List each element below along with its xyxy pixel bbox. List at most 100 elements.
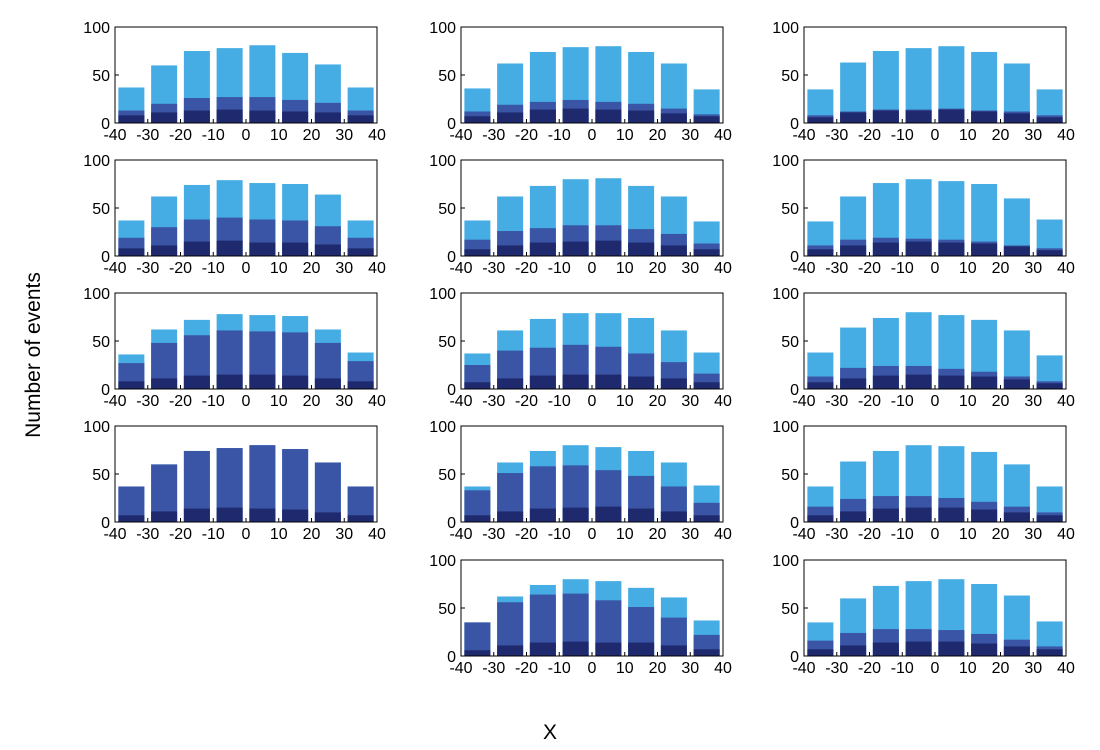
x-tick-label-r4c3-0: -40 — [792, 526, 815, 543]
bar-dark-r1c3-5 — [971, 111, 998, 123]
x-tick-label-r3c1-3: -10 — [202, 393, 225, 410]
x-tick-label-r5c2-8: 40 — [714, 660, 732, 677]
bar-dark-r1c2-3 — [562, 108, 589, 123]
x-tick-label-r3c2-7: 30 — [681, 393, 699, 410]
bar-dark-r1c1-5 — [282, 111, 309, 123]
bar-dark-r2c3-5 — [971, 243, 998, 256]
x-tick-label-r1c2-0: -40 — [449, 127, 472, 144]
bar-dark-r5c3-0 — [807, 649, 834, 656]
x-tick-label-r2c3-4: 0 — [931, 260, 940, 277]
x-tick-label-r1c2-1: -30 — [482, 127, 505, 144]
x-tick-label-r1c3-5: 10 — [959, 127, 977, 144]
bar-dark-r1c3-0 — [807, 117, 834, 123]
x-tick-label-r5c2-0: -40 — [449, 660, 472, 677]
x-tick-label-r3c3-1: -30 — [825, 393, 848, 410]
x-tick-label-r4c3-2: -20 — [858, 526, 881, 543]
bar-dark-r2c2-3 — [562, 241, 589, 256]
bar-dark-r5c2-1 — [497, 645, 524, 656]
bar-dark-r4c2-6 — [660, 511, 687, 522]
x-tick-label-r1c3-3: -10 — [891, 127, 914, 144]
x-tick-label-r3c3-3: -10 — [891, 393, 914, 410]
x-tick-label-r4c1-8: 40 — [368, 526, 386, 543]
bar-dark-r1c1-3 — [216, 109, 243, 123]
y-tick-label-r4c2-1: 50 — [438, 467, 456, 484]
panel-r5c2: -40 -30 -20 -10 0 10 20 30 40 0 50 100 — [429, 553, 732, 677]
panel-r4c3: -40 -30 -20 -10 0 10 20 30 40 0 50 100 — [772, 419, 1075, 543]
bar-dark-r4c2-0 — [464, 515, 491, 522]
bar-dark-r2c3-1 — [840, 245, 867, 256]
x-tick-label-r1c1-1: -30 — [136, 127, 159, 144]
x-tick-label-r1c2-6: 20 — [649, 127, 667, 144]
x-tick-label-r4c2-4: 0 — [588, 526, 597, 543]
bar-dark-r5c2-2 — [529, 642, 556, 656]
panel-r2c3: -40 -30 -20 -10 0 10 20 30 40 0 50 100 — [772, 153, 1075, 277]
x-tick-label-r3c2-3: -10 — [548, 393, 571, 410]
x-tick-label-r2c1-1: -30 — [136, 260, 159, 277]
bar-dark-r2c3-2 — [872, 242, 899, 256]
y-tick-label-r4c1-1: 50 — [92, 467, 110, 484]
bar-dark-r5c2-6 — [660, 645, 687, 656]
y-tick-label-r1c3-1: 50 — [781, 68, 799, 85]
x-tick-label-r4c2-2: -20 — [515, 526, 538, 543]
x-tick-label-r1c1-5: 10 — [270, 127, 288, 144]
bar-dark-r3c2-2 — [529, 375, 556, 389]
bar-dark-r2c2-7 — [693, 249, 720, 256]
bar-dark-r5c2-0 — [464, 650, 491, 656]
bar-dark-r3c1-1 — [151, 378, 178, 389]
bar-dark-r1c1-0 — [118, 115, 145, 123]
x-tick-label-r4c1-2: -20 — [169, 526, 192, 543]
bar-dark-r1c3-3 — [905, 110, 932, 123]
bar-dark-r2c1-3 — [216, 240, 243, 256]
bar-dark-r2c1-6 — [314, 244, 341, 256]
bar-dark-r2c2-4 — [595, 240, 622, 256]
x-tick-label-r3c2-1: -30 — [482, 393, 505, 410]
x-tick-label-r1c3-0: -40 — [792, 127, 815, 144]
bar-dark-r4c1-5 — [282, 509, 309, 522]
x-tick-label-r4c2-8: 40 — [714, 526, 732, 543]
bar-dark-r4c3-6 — [1003, 512, 1030, 522]
x-tick-label-r3c1-7: 30 — [335, 393, 353, 410]
bar-dark-r4c1-6 — [314, 512, 341, 522]
bar-dark-r4c3-0 — [807, 515, 834, 522]
x-tick-label-r4c3-7: 30 — [1024, 526, 1042, 543]
x-tick-label-r3c1-2: -20 — [169, 393, 192, 410]
panel-r1c1: -40 -30 -20 -10 0 10 20 30 40 0 50 100 — [83, 20, 386, 144]
x-tick-label-r3c1-4: 0 — [242, 393, 251, 410]
x-tick-label-r1c1-2: -20 — [169, 127, 192, 144]
bar-dark-r2c1-2 — [183, 241, 210, 256]
x-tick-label-r5c2-7: 30 — [681, 660, 699, 677]
bar-dark-r5c3-5 — [971, 643, 998, 656]
x-tick-label-r2c2-5: 10 — [616, 260, 634, 277]
y-tick-label-r5c3-2: 100 — [772, 553, 799, 570]
y-tick-label-r3c3-0: 0 — [790, 382, 799, 399]
bar-dark-r4c1-3 — [216, 507, 243, 522]
y-tick-label-r2c2-0: 0 — [447, 249, 456, 266]
bar-dark-r1c1-1 — [151, 112, 178, 123]
x-tick-label-r4c1-4: 0 — [242, 526, 251, 543]
y-tick-label-r3c2-0: 0 — [447, 382, 456, 399]
x-tick-label-r3c3-6: 20 — [992, 393, 1010, 410]
bar-dark-r1c2-2 — [529, 109, 556, 123]
bar-dark-r4c3-5 — [971, 509, 998, 522]
x-tick-label-r1c2-5: 10 — [616, 127, 634, 144]
y-tick-label-r3c3-2: 100 — [772, 286, 799, 303]
y-tick-label-r5c3-1: 50 — [781, 601, 799, 618]
x-tick-label-r2c3-0: -40 — [792, 260, 815, 277]
bar-dark-r2c2-1 — [497, 245, 524, 256]
bar-dark-r2c3-3 — [905, 241, 932, 256]
x-tick-label-r5c2-2: -20 — [515, 660, 538, 677]
panel-r3c1: -40 -30 -20 -10 0 10 20 30 40 0 50 100 — [83, 286, 386, 410]
x-tick-label-r4c2-3: -10 — [548, 526, 571, 543]
bar-dark-r2c2-0 — [464, 249, 491, 256]
x-tick-label-r1c2-8: 40 — [714, 127, 732, 144]
bar-dark-r3c3-4 — [938, 375, 965, 389]
y-tick-label-r1c3-0: 0 — [790, 116, 799, 133]
bar-dark-r1c1-6 — [314, 112, 341, 123]
y-tick-label-r3c2-2: 100 — [429, 286, 456, 303]
x-tick-label-r4c2-1: -30 — [482, 526, 505, 543]
bar-dark-r1c1-7 — [347, 115, 374, 123]
x-tick-label-r3c2-4: 0 — [588, 393, 597, 410]
x-tick-label-r1c3-7: 30 — [1024, 127, 1042, 144]
x-tick-label-r5c3-1: -30 — [825, 660, 848, 677]
